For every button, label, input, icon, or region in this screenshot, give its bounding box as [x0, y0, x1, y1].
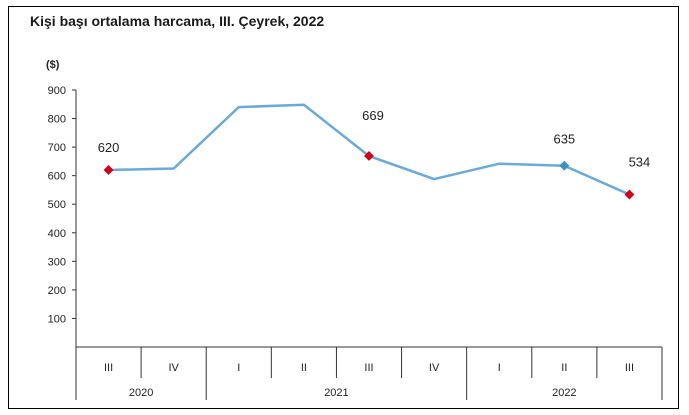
chart-axes: [75, 90, 662, 400]
data-label: 620: [98, 140, 120, 155]
x-axis-categories: III IV I II III IV I II III: [104, 347, 634, 378]
y-tick-label: 800: [48, 114, 66, 126]
chart-title: Kişi başı ortalama harcama, III. Çeyrek,…: [30, 13, 325, 29]
y-tick-label: 900: [48, 85, 66, 97]
x-tick-label: I: [237, 362, 240, 374]
y-unit-label: ($): [46, 59, 60, 71]
y-tick-label: 500: [48, 199, 66, 211]
x-year-label: 2022: [552, 387, 576, 399]
data-point-marker: [364, 151, 374, 161]
y-tick-label: 200: [48, 285, 66, 297]
y-tick-label: 100: [48, 313, 66, 325]
data-point-marker: [559, 160, 570, 171]
y-tick-label: 300: [48, 256, 66, 268]
data-labels: 620 669 635 534: [98, 108, 651, 170]
y-tick-label: 600: [48, 171, 66, 183]
data-label: 635: [553, 132, 575, 147]
chart-frame: [8, 6, 679, 409]
x-year-label: 2020: [129, 387, 153, 399]
x-tick-label: II: [301, 362, 307, 374]
x-tick-label: I: [498, 362, 501, 374]
series-group: [103, 103, 635, 200]
y-tick-label: 400: [48, 228, 66, 240]
x-tick-label: III: [625, 362, 634, 374]
data-point-marker: [103, 165, 114, 175]
data-label: 534: [629, 155, 651, 170]
x-tick-label: IV: [168, 362, 179, 374]
x-tick-label: IV: [429, 362, 440, 374]
data-point-marker: [624, 189, 635, 200]
x-tick-label: II: [561, 362, 567, 374]
x-tick-label: III: [104, 362, 113, 374]
y-tick-label: 700: [48, 142, 66, 154]
x-axis-years: 2020 2021 2022: [129, 347, 663, 400]
data-label: 669: [362, 108, 384, 123]
x-tick-label: III: [364, 362, 373, 374]
x-year-label: 2021: [324, 387, 348, 399]
y-axis-ticks: 100 200 300 400 500 600 700 800 900: [48, 85, 76, 325]
